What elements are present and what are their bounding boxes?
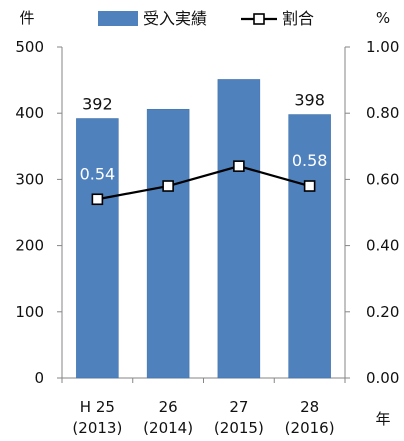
line-layer xyxy=(91,160,316,206)
x-tick-label-year: (2016) xyxy=(285,419,335,437)
y-left-tick-label: 200 xyxy=(15,237,44,255)
y-right-tick-label: 0.80 xyxy=(366,104,399,122)
bar xyxy=(146,108,190,379)
legend: 受入実績 割合 xyxy=(98,9,314,28)
axes-layer: 0 100 200 300 400 500 0.00 0.20 0.40 0.60 0.80 1.00… xyxy=(15,9,399,437)
x-tick-label-year: (2013) xyxy=(72,419,122,437)
y-left-unit: 件 xyxy=(19,9,34,27)
y-right-tick-label: 0.20 xyxy=(366,303,399,321)
x-tick-label-year: (2014) xyxy=(143,419,193,437)
bars-layer xyxy=(76,79,331,379)
line-marker xyxy=(233,160,245,172)
bar xyxy=(217,79,261,379)
legend-line-marker xyxy=(253,13,265,25)
y-left-tick-label: 0 xyxy=(34,369,44,387)
line-marker xyxy=(303,180,316,192)
y-right-tick-label: 0.00 xyxy=(366,369,399,387)
y-left-tick-label: 300 xyxy=(15,170,44,188)
x-tick-label: 28 xyxy=(300,398,319,416)
y-right-unit: % xyxy=(376,9,390,27)
legend-bar-swatch xyxy=(98,11,138,26)
y-right-tick-label: 0.60 xyxy=(366,170,399,188)
data-label: 392 xyxy=(82,94,113,113)
legend-line-label: 割合 xyxy=(282,9,314,28)
line-marker xyxy=(91,193,104,206)
legend-bar-label: 受入実績 xyxy=(143,9,207,28)
x-unit: 年 xyxy=(375,410,390,428)
line-marker xyxy=(162,180,174,192)
series-line xyxy=(97,165,310,201)
y-right-tick-label: 1.00 xyxy=(366,38,399,56)
y-left-tick-label: 400 xyxy=(15,104,44,122)
x-tick-label: 26 xyxy=(159,398,178,416)
x-tick-label-year: (2015) xyxy=(214,419,264,437)
y-left-tick-label: 500 xyxy=(15,38,44,56)
data-label: 398 xyxy=(294,91,325,110)
x-tick-label: 27 xyxy=(229,398,248,416)
labels-layer: 392 398 0.54 0.58 xyxy=(80,91,328,184)
data-label: 0.58 xyxy=(292,151,328,170)
y-right-tick-label: 0.40 xyxy=(366,237,399,255)
bar xyxy=(288,114,331,379)
bar xyxy=(76,118,119,379)
y-left-tick-label: 100 xyxy=(15,303,44,321)
x-tick-label: H 25 xyxy=(80,398,115,416)
data-label: 0.54 xyxy=(80,164,116,183)
